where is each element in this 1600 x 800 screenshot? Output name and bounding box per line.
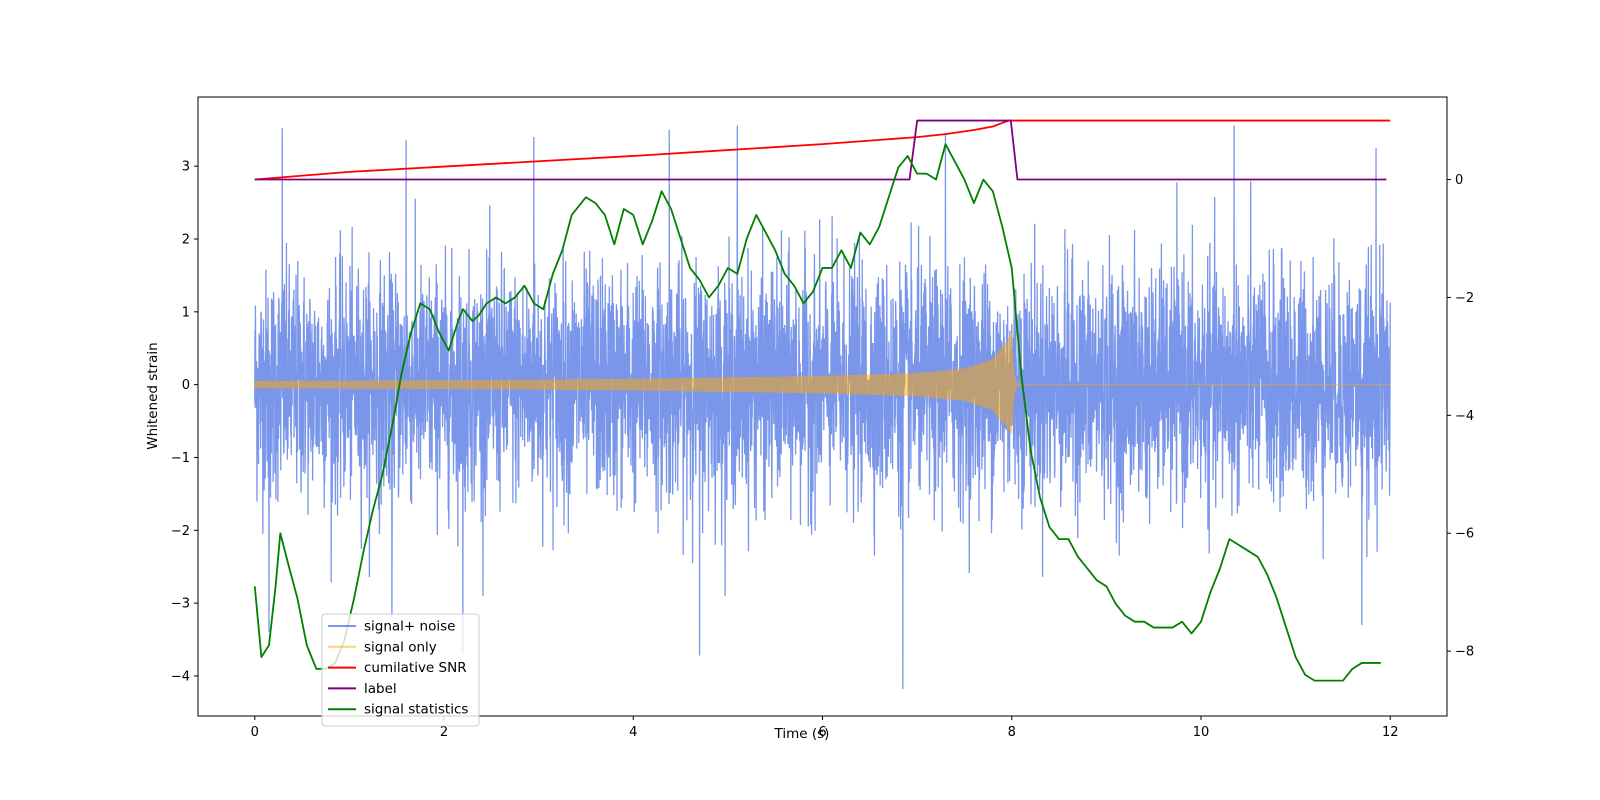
x-tick-label: 2 (440, 725, 448, 740)
x-tick-label: 8 (1008, 725, 1016, 740)
y-tick-label: −2 (171, 524, 190, 539)
legend-box (321, 613, 480, 727)
y-axis-label: Whitened strain (145, 342, 161, 449)
x-tick-label: 0 (251, 725, 259, 740)
x-axis-label: Time (s) (774, 726, 830, 742)
y-right-tick-label: −2 (1455, 291, 1474, 306)
y-tick-label: 2 (182, 233, 190, 248)
y-right-tick-label: −6 (1455, 527, 1474, 542)
legend: signal+ noise signal only cumilative SNR la… (321, 613, 480, 727)
x-tick-label: 6 (818, 725, 826, 740)
y-tick-label: −4 (171, 669, 190, 684)
x-tick-label: 10 (1193, 725, 1210, 740)
plot-area (253, 119, 1391, 690)
y-right-tick-label: −8 (1455, 645, 1474, 660)
y-tick-label: 1 (182, 305, 190, 320)
plot-series (253, 119, 1391, 690)
y-tick-label: 0 (182, 378, 190, 393)
series-cumilative-snr-line (254, 119, 1391, 181)
legend-entry-label: cumilative SNR (364, 660, 467, 676)
series-signal-only-line (254, 332, 1391, 434)
legend-entry-label: signal only (364, 639, 437, 655)
legend-entry-label: signal statistics (364, 702, 468, 718)
y-right-tick-label: −4 (1455, 409, 1474, 424)
y-tick-label: −1 (171, 451, 190, 466)
legend-entry-label: label (364, 681, 397, 697)
y-tick-label: 3 (182, 160, 190, 175)
x-tick-label: 4 (629, 725, 637, 740)
legend-entry-label: signal+ noise (364, 619, 455, 635)
x-tick-label: 12 (1382, 725, 1399, 740)
y-right-tick-label: 0 (1455, 173, 1463, 188)
series-label-line (254, 119, 1387, 181)
series-signal-statistics-line (253, 143, 1381, 682)
y-tick-label: −3 (171, 597, 190, 612)
